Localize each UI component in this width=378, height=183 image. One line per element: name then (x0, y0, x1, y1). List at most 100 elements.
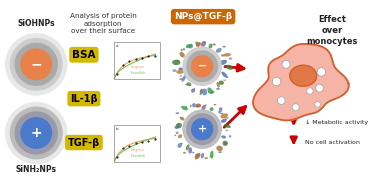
Ellipse shape (195, 154, 198, 156)
Ellipse shape (201, 41, 206, 47)
Text: b.: b. (115, 127, 119, 131)
Ellipse shape (186, 82, 192, 86)
Text: Effect
over
monocytes: Effect over monocytes (306, 15, 358, 46)
Circle shape (316, 84, 323, 92)
Circle shape (15, 43, 57, 85)
Ellipse shape (192, 103, 196, 107)
Ellipse shape (204, 104, 207, 106)
Circle shape (6, 102, 67, 163)
Ellipse shape (181, 106, 188, 110)
Ellipse shape (210, 151, 214, 159)
Text: −: − (197, 61, 207, 71)
Ellipse shape (174, 135, 176, 136)
Ellipse shape (214, 104, 216, 105)
Text: −: − (30, 57, 42, 71)
Ellipse shape (229, 135, 231, 138)
Ellipse shape (222, 72, 227, 78)
Ellipse shape (226, 67, 229, 69)
Ellipse shape (209, 44, 213, 48)
Ellipse shape (225, 142, 228, 145)
Ellipse shape (203, 42, 206, 44)
Ellipse shape (181, 49, 183, 51)
Ellipse shape (185, 84, 189, 85)
Circle shape (21, 118, 51, 148)
Circle shape (272, 77, 281, 86)
Ellipse shape (221, 119, 227, 123)
Ellipse shape (188, 147, 192, 154)
Circle shape (282, 60, 290, 68)
Ellipse shape (225, 117, 229, 119)
Ellipse shape (219, 60, 227, 65)
Ellipse shape (186, 144, 190, 150)
Circle shape (187, 114, 217, 144)
Ellipse shape (191, 152, 195, 153)
Ellipse shape (223, 79, 226, 81)
Ellipse shape (222, 46, 226, 48)
Ellipse shape (175, 126, 178, 129)
Ellipse shape (177, 124, 179, 125)
FancyBboxPatch shape (115, 125, 160, 162)
Ellipse shape (180, 75, 182, 77)
Text: SiNH₂NPs: SiNH₂NPs (16, 165, 57, 174)
Ellipse shape (216, 88, 220, 90)
Text: +: + (198, 124, 207, 134)
Ellipse shape (186, 44, 191, 48)
Ellipse shape (208, 92, 211, 93)
Ellipse shape (176, 123, 182, 128)
Ellipse shape (224, 124, 231, 128)
Ellipse shape (223, 53, 231, 57)
Ellipse shape (172, 69, 177, 72)
Text: ↓ Metabolic activity: ↓ Metabolic activity (305, 120, 368, 125)
Ellipse shape (200, 89, 203, 94)
Ellipse shape (220, 113, 228, 118)
Ellipse shape (176, 60, 180, 62)
Ellipse shape (180, 52, 185, 57)
Ellipse shape (193, 88, 195, 90)
Ellipse shape (196, 104, 201, 108)
Circle shape (11, 107, 62, 159)
Ellipse shape (217, 82, 220, 88)
Ellipse shape (208, 87, 213, 94)
Ellipse shape (220, 113, 223, 114)
Polygon shape (253, 44, 349, 120)
Ellipse shape (218, 81, 224, 85)
Text: TGF-β: TGF-β (68, 137, 100, 147)
Ellipse shape (226, 65, 233, 70)
Circle shape (192, 56, 213, 77)
Circle shape (317, 68, 325, 76)
Ellipse shape (216, 48, 222, 53)
Ellipse shape (196, 42, 201, 47)
Ellipse shape (185, 106, 187, 108)
Ellipse shape (178, 143, 182, 148)
Circle shape (292, 104, 299, 111)
Circle shape (21, 49, 51, 80)
Text: SiOHNPs: SiOHNPs (17, 19, 55, 28)
Ellipse shape (176, 112, 179, 114)
Ellipse shape (200, 93, 201, 95)
Circle shape (187, 51, 217, 81)
Ellipse shape (202, 89, 207, 95)
Text: No cell activation: No cell activation (305, 140, 360, 145)
Ellipse shape (226, 130, 228, 131)
Ellipse shape (213, 43, 216, 46)
Ellipse shape (221, 54, 225, 57)
Ellipse shape (178, 134, 182, 138)
Ellipse shape (229, 57, 232, 60)
Ellipse shape (218, 151, 222, 153)
Ellipse shape (179, 78, 183, 80)
Ellipse shape (195, 153, 201, 159)
Ellipse shape (190, 105, 192, 107)
Ellipse shape (218, 108, 222, 113)
Ellipse shape (201, 153, 204, 158)
Circle shape (307, 88, 313, 94)
Text: a.: a. (115, 44, 119, 48)
Ellipse shape (226, 76, 228, 78)
Ellipse shape (183, 152, 186, 154)
Ellipse shape (210, 107, 214, 111)
Ellipse shape (172, 60, 180, 65)
Ellipse shape (180, 117, 184, 121)
FancyBboxPatch shape (115, 42, 160, 79)
Ellipse shape (176, 70, 184, 74)
Ellipse shape (188, 44, 193, 48)
Ellipse shape (221, 135, 226, 139)
